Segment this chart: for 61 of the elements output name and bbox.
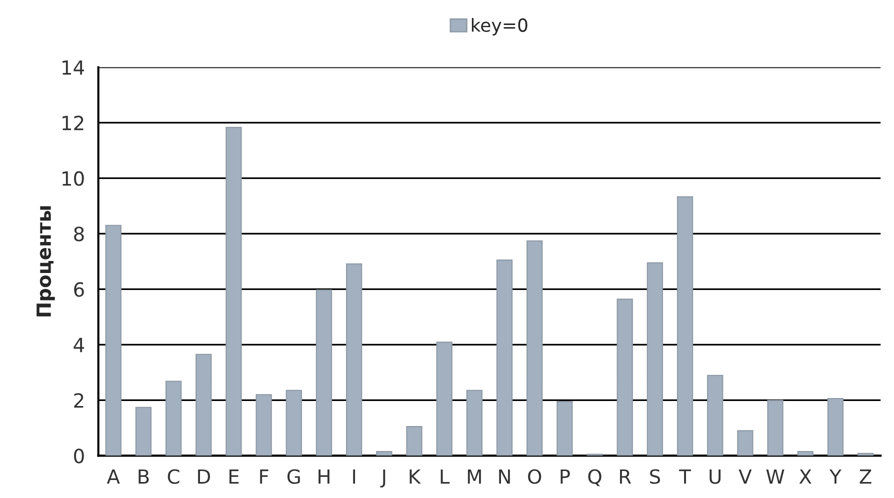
bar: [226, 126, 242, 456]
x-tick-label: K: [410, 469, 422, 484]
x-tick-label: Y: [829, 469, 842, 484]
x-tick-label: S: [650, 469, 660, 484]
bar: [466, 390, 482, 456]
x-tick-label: A: [106, 469, 120, 484]
bar: [646, 262, 664, 456]
bar: [707, 374, 724, 456]
x-tick-label: U: [710, 469, 721, 484]
y-tick-label: 2: [74, 393, 84, 408]
y-tick-label: 12: [62, 116, 84, 130]
bar: [376, 450, 392, 456]
bar: [346, 263, 362, 456]
y-tick-label: 8: [74, 226, 84, 242]
y-tick-label: 4: [74, 338, 84, 352]
x-tick-label: V: [738, 469, 752, 484]
x-tick-label: I: [353, 469, 356, 484]
x-tick-label: G: [287, 469, 300, 484]
y-tick-label: 14: [62, 60, 84, 75]
bar: [676, 196, 694, 456]
x-tick-label: F: [260, 469, 268, 484]
bar: [767, 400, 784, 456]
y-tick-label: 6: [74, 282, 84, 297]
x-tick-label: Z: [860, 469, 872, 484]
x-tick-label: L: [440, 469, 450, 484]
x-tick-label: B: [138, 469, 149, 484]
x-tick-label: R: [620, 469, 632, 484]
bar: [797, 450, 814, 456]
x-tick-label: E: [229, 469, 239, 484]
x-tick-label: W: [766, 469, 784, 484]
y-tick-label: 10: [62, 171, 84, 186]
bar: [165, 380, 182, 456]
bar: [827, 398, 844, 456]
bar: [436, 342, 452, 456]
x-tick-label: M: [468, 469, 481, 484]
bar: [857, 452, 874, 456]
x-tick-label: Q: [588, 469, 602, 486]
x-tick-label: H: [318, 469, 330, 484]
bar: [105, 224, 122, 456]
bar: [286, 390, 302, 456]
x-tick-label: J: [380, 469, 386, 488]
bar: [526, 240, 543, 456]
x-tick-label: T: [679, 469, 692, 484]
x-tick-label: X: [799, 469, 812, 484]
bar: [316, 289, 332, 456]
bar: [196, 354, 212, 456]
y-axis-title: Проценты: [36, 206, 55, 316]
bar: [406, 426, 422, 456]
x-tick-label: N: [499, 469, 510, 484]
bar: [496, 260, 513, 456]
bar: [616, 298, 633, 456]
x-tick-label: C: [168, 469, 180, 484]
legend-label: key=0: [472, 18, 528, 36]
x-tick-label: D: [198, 469, 210, 484]
bar: [256, 394, 272, 456]
x-tick-label: P: [560, 469, 570, 484]
bar: [737, 430, 754, 456]
y-tick-label: 0: [74, 448, 84, 464]
x-tick-label: O: [528, 469, 542, 484]
bar: [556, 401, 573, 456]
bar: [135, 406, 152, 456]
